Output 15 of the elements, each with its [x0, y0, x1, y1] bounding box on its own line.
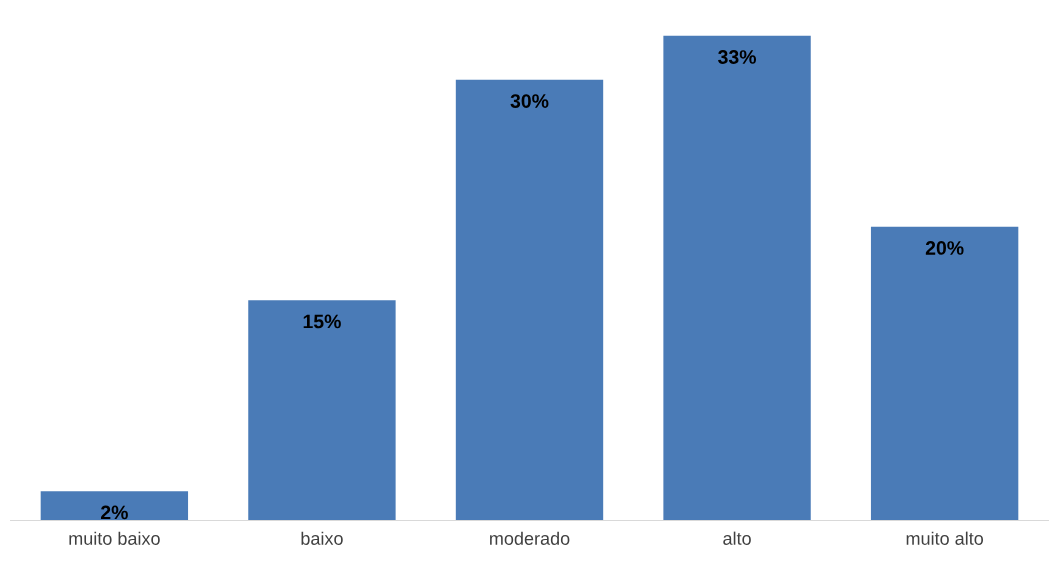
x-tick-label: baixo: [301, 531, 343, 545]
x-tick-label: moderado: [490, 531, 570, 545]
x-tick-label: muito baixo: [69, 531, 160, 545]
data-label: 20%: [925, 241, 964, 255]
bar: [455, 79, 604, 521]
bar: [248, 300, 396, 521]
bar: [663, 35, 811, 521]
data-label: 2%: [100, 505, 128, 520]
data-label: 30%: [510, 94, 549, 108]
data-label: 15%: [303, 314, 341, 329]
bar: [40, 491, 189, 521]
data-label: 33%: [718, 50, 757, 64]
bar: [870, 226, 1019, 521]
x-tick-label: alto: [723, 531, 751, 545]
x-tick-label: muito alto: [906, 531, 984, 545]
